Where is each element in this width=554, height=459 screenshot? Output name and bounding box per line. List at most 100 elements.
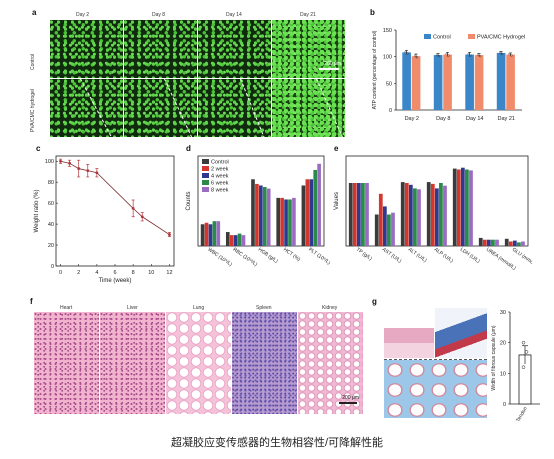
bar-2-week xyxy=(404,183,409,246)
y-tick-label: 80 xyxy=(48,180,54,186)
scale-bar-a xyxy=(319,68,339,70)
legend-label: 4 week xyxy=(211,174,229,180)
chart-d: WBC (10⁹/L)RBC (10¹²/L)HGB (g/L) HCT (%) P… xyxy=(186,155,330,268)
bar-control xyxy=(452,168,457,246)
x-tick-label: TP (g/L) xyxy=(355,247,373,262)
x-tick-label: HCT (%) xyxy=(282,247,302,263)
x-tick-label: 12 xyxy=(166,270,172,276)
bar-8-week xyxy=(292,197,296,246)
bar-2-week xyxy=(280,197,284,246)
x-tick-label: PLT (10⁹/L) xyxy=(307,247,330,267)
hydrogel-boundary xyxy=(316,79,345,137)
bar-pva-cmc-hydrogel xyxy=(411,56,421,110)
x-tick-label: 6 xyxy=(113,270,116,276)
legend-label: Control xyxy=(433,35,451,41)
hydrogel-boundary xyxy=(164,79,195,137)
histology-lung xyxy=(166,312,231,414)
y-tick-label: 20 xyxy=(500,341,506,347)
hydrogel-boundary xyxy=(80,79,114,137)
bar-6-week xyxy=(212,221,217,246)
data-point xyxy=(447,54,450,57)
bar-control xyxy=(478,237,483,246)
zoom-dashed-line xyxy=(384,359,487,360)
x-tick-label: WBC (10⁹/L) xyxy=(206,247,233,268)
legend-swatch xyxy=(468,34,475,39)
bar-4-week xyxy=(408,184,413,246)
y-tick-label: 0 xyxy=(389,108,392,114)
data-point xyxy=(59,159,62,163)
bar-2-week xyxy=(430,183,435,246)
figure-caption: 超凝胶应变传感器的生物相容性/可降解性能 xyxy=(170,437,384,449)
bar-pva-cmc-hydrogel xyxy=(506,54,515,110)
y-tick-label: 50 xyxy=(386,81,392,87)
y-tick-label: 0 xyxy=(503,402,506,408)
panel-label-d: d xyxy=(186,144,191,153)
x-tick-label: 2 xyxy=(77,270,80,276)
x-tick-label: Day 14 xyxy=(466,116,483,122)
legend-label: PVA/CMC Hydrogel xyxy=(477,35,525,41)
panel-label-a: a xyxy=(32,8,37,17)
bar-6-week xyxy=(262,187,267,246)
y-axis-label: ATP content (percentage of control) xyxy=(372,30,378,109)
bar-4-week xyxy=(486,239,491,246)
organ-label-liver: Liver xyxy=(127,305,138,311)
bar-4-week xyxy=(434,188,439,246)
col-label-day14: Day 14 xyxy=(226,12,242,18)
bar-4-week xyxy=(356,183,361,246)
data-point xyxy=(445,52,448,56)
legend-label: 2 week xyxy=(211,167,229,173)
chart-g: 0 10 20 30 Tendon Width of fibrous capsule (μ… xyxy=(491,310,540,423)
bar-8-week xyxy=(469,170,473,246)
bar-6-week xyxy=(237,233,242,246)
bar-2-week xyxy=(204,222,209,246)
y-axis-label: Counts xyxy=(186,191,192,210)
data-point xyxy=(478,55,482,58)
panel-label-f: f xyxy=(30,297,33,306)
y-axis-label: Width of fibrous capsule (μm) xyxy=(491,325,497,390)
bar-6-week xyxy=(439,183,443,246)
x-tick-label: Day 2 xyxy=(405,116,419,122)
bar-2-week xyxy=(482,239,487,246)
bar-4-week xyxy=(284,199,288,246)
bar-2-week xyxy=(456,169,461,246)
data-point xyxy=(404,50,407,53)
legend-label: Control xyxy=(211,160,229,166)
data-point xyxy=(168,233,171,236)
bar-control xyxy=(426,182,431,246)
bar-2-week xyxy=(378,193,383,246)
bar-8-week xyxy=(417,189,421,246)
data-point xyxy=(140,215,144,219)
organ-label-kidney: Kidney xyxy=(322,305,338,311)
x-tick-label: 10 xyxy=(148,270,154,276)
bar-8-week xyxy=(391,212,395,246)
y-tick-label: 40 xyxy=(48,222,54,228)
y-tick-label: 30 xyxy=(500,310,506,316)
chart-b: 0 50 100 150 Day 2 Day 8 Day 14 Day 21 ATP conte… xyxy=(372,28,525,122)
data-point xyxy=(469,54,472,57)
bar-2-week xyxy=(508,241,513,246)
x-tick-label: AST (U/L) xyxy=(381,247,403,265)
histology-spleen xyxy=(232,312,297,414)
bar-4-week xyxy=(512,240,517,246)
data-point xyxy=(524,350,529,354)
x-tick-label: Day 21 xyxy=(498,116,515,122)
bar-control xyxy=(374,214,379,246)
bar-control xyxy=(200,224,205,246)
data-point xyxy=(521,365,526,369)
bar-control xyxy=(465,54,474,110)
bar-control xyxy=(400,182,405,246)
hydrogel-boundary xyxy=(240,79,268,137)
y-axis-label: Weight ratio (%) xyxy=(34,190,40,233)
organ-label-spleen: Spleen xyxy=(256,305,272,311)
bar-8-week xyxy=(365,183,369,246)
masson-stain-tendon xyxy=(384,360,487,418)
plot-frame xyxy=(55,155,175,267)
fluorescence-hydrogel-day21 xyxy=(272,79,345,137)
y-tick-label: 20 xyxy=(48,243,54,249)
masson-stain-overview xyxy=(384,308,434,358)
row-label-hydrogel: PVA/CMC hydrogel xyxy=(30,89,36,132)
bar-8-week xyxy=(443,185,447,246)
x-tick-label: LDH (U/L) xyxy=(459,247,481,265)
bar-control xyxy=(276,197,281,246)
fluorescence-hydrogel-day14 xyxy=(198,79,271,137)
